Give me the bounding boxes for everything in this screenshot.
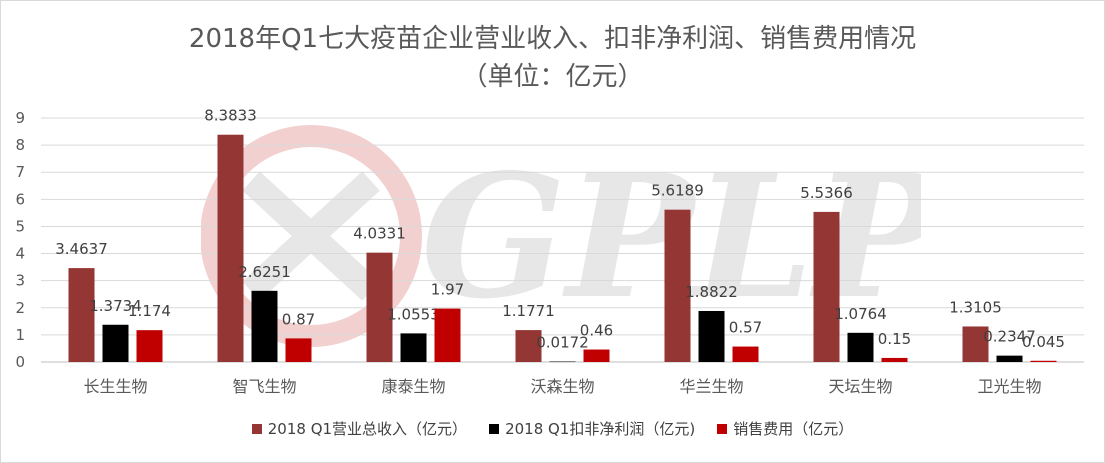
legend-label-sales-expense: 销售费用（亿元） (733, 420, 854, 438)
bar (962, 326, 989, 362)
data-label: 2.6251 (238, 263, 291, 281)
legend-label-revenue: 2018 Q1营业总收入（亿元） (267, 420, 468, 438)
data-label: 1.0764 (834, 305, 887, 323)
y-tick-label: 5 (15, 217, 25, 235)
bar (102, 324, 129, 362)
x-tick-label: 卫光生物 (977, 377, 1041, 396)
legend-item-revenue: 2018 Q1营业总收入（亿元） (251, 419, 468, 439)
x-tick-label: 康泰生物 (381, 377, 445, 396)
data-label: 1.3105 (949, 298, 1002, 316)
data-label: 0.0172 (536, 334, 589, 352)
y-tick-label: 1 (15, 326, 25, 344)
data-label: 8.3833 (204, 107, 257, 125)
x-tick-label: 天坛生物 (828, 377, 892, 396)
data-label: 0.045 (1022, 333, 1065, 351)
data-label: 4.0331 (353, 225, 406, 243)
x-tick-label: 智飞生物 (232, 377, 296, 396)
bar (136, 330, 163, 362)
data-label: 3.4637 (55, 240, 108, 258)
legend-swatch-sales-expense (717, 424, 728, 434)
y-tick-label: 3 (15, 272, 25, 290)
bar (434, 308, 461, 362)
y-tick-label: 0 (15, 353, 25, 371)
legend-label-net-profit: 2018 Q1扣非净利润（亿元) (505, 420, 696, 438)
data-label: 5.5366 (800, 184, 853, 202)
bar (996, 355, 1023, 362)
x-tick-label: 长生生物 (83, 377, 147, 396)
x-tick-label: 沃森生物 (530, 377, 594, 396)
bar (515, 330, 542, 362)
legend-swatch-net-profit (489, 424, 500, 434)
bar (251, 290, 278, 362)
bar (732, 346, 759, 362)
y-tick-label: 6 (15, 190, 25, 208)
data-label: 0.15 (878, 330, 911, 348)
data-label: 0.87 (282, 310, 315, 328)
data-label: 1.97 (431, 281, 464, 299)
data-label: 1.0553 (387, 305, 440, 323)
data-label: 1.3734 (89, 297, 142, 315)
y-tick-label: 9 (15, 109, 25, 127)
y-tick-label: 4 (15, 245, 25, 263)
legend: 2018 Q1营业总收入（亿元） 2018 Q1扣非净利润（亿元) 销售费用（亿… (1, 419, 1104, 439)
bar (285, 338, 312, 362)
data-label: 1.1771 (502, 302, 555, 320)
data-label: 0.2347 (983, 328, 1036, 346)
legend-swatch-revenue (251, 424, 262, 434)
y-tick-label: 2 (15, 299, 25, 317)
chart-subtitle: （单位：亿元） (461, 62, 644, 92)
x-tick-label: 华兰生物 (679, 377, 743, 396)
bar (881, 357, 908, 362)
bar (583, 349, 610, 362)
bar (366, 252, 393, 362)
bar (698, 310, 725, 362)
data-label: 1.8822 (685, 283, 738, 301)
bar (664, 209, 691, 362)
bar (217, 134, 244, 362)
bar (400, 333, 427, 362)
bar (549, 361, 576, 363)
data-label: 0.46 (580, 322, 613, 340)
data-label: 1.174 (128, 302, 171, 320)
chart-title: 2018年Q1七大疫苗企业营业收入、扣非净利润、销售费用情况 (188, 24, 917, 54)
y-tick-label: 8 (15, 136, 25, 154)
bar (68, 268, 95, 362)
legend-item-sales-expense: 销售费用（亿元） (717, 419, 853, 439)
y-tick-label: 7 (15, 163, 25, 181)
bar (847, 332, 874, 362)
bar (1030, 360, 1057, 362)
data-label: 5.6189 (651, 182, 704, 200)
bar (813, 211, 840, 362)
legend-item-net-profit: 2018 Q1扣非净利润（亿元) (489, 419, 695, 439)
data-label: 0.57 (729, 319, 762, 337)
